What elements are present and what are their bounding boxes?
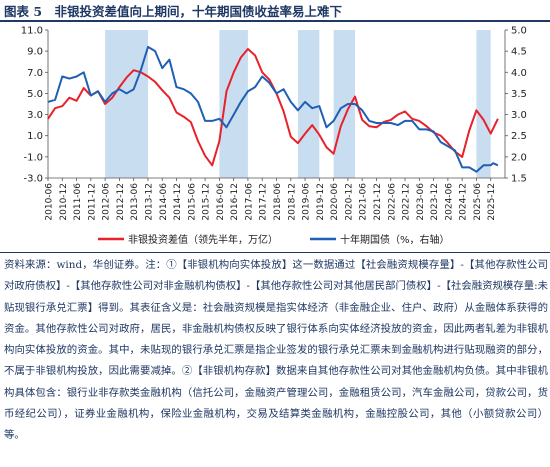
chart: 11.0 9.0 7.0 5.0 3.0 1.0 -1.0 -3.0 5.0 4.5 4.0 3.5 3…	[21, 26, 527, 247]
x-tick-label: 2018-06	[273, 183, 283, 221]
x-tick-label: 2021-06	[359, 183, 369, 221]
x-tick-label: 2018-12	[287, 183, 297, 221]
legend-label-1: 十年期国债（%，右轴）	[340, 233, 450, 246]
x-tick-label: 2013-06	[130, 183, 140, 221]
shaded-periods	[105, 30, 491, 178]
left-tick-label: 3.0	[27, 110, 43, 121]
title-bar: 图表 5 非银投资差值向上期间，十年期国债收益率易上难下	[0, 0, 550, 22]
right-tick-label: 5.0	[511, 26, 527, 37]
x-tick-label: 2020-06	[330, 183, 340, 221]
right-tick-label: 2.0	[511, 152, 527, 163]
series-lines	[47, 45, 499, 173]
x-tick-label: 2022-12	[402, 183, 412, 221]
shaded-period-3	[333, 30, 356, 178]
title-rule	[0, 20, 550, 22]
x-tick-label: 2022-06	[387, 183, 397, 221]
x-tick-label: 2016-06	[216, 183, 226, 221]
right-tick-label: 1.5	[511, 174, 527, 185]
legend-label-0: 非银投资差值（领先半年，万亿）	[128, 233, 278, 246]
x-tick-label: 2011-12	[87, 183, 97, 221]
left-tick-label: 1.0	[27, 131, 43, 142]
shaded-period-4	[476, 30, 491, 178]
x-tick-label: 2020-12	[344, 183, 354, 221]
left-tick-label: 9.0	[27, 47, 43, 58]
left-tick-label: 5.0	[27, 89, 43, 100]
shaded-period-1	[219, 30, 248, 178]
x-tick-label: 2010-12	[59, 183, 69, 221]
shaded-period-0	[105, 30, 148, 178]
x-tick-label: 2012-06	[102, 183, 112, 221]
right-tick-label: 3.0	[511, 110, 527, 121]
series-line-1	[47, 45, 499, 173]
x-tick-label: 2023-06	[416, 183, 426, 221]
right-tick-label: 4.5	[511, 47, 527, 58]
left-tick-label: 11.0	[21, 26, 43, 37]
x-tick-label: 2017-06	[244, 183, 254, 221]
x-tick-label: 2015-06	[187, 183, 197, 221]
x-tick-label: 2024-12	[459, 183, 469, 221]
x-tick-label: 2019-12	[316, 183, 326, 221]
x-tick-label: 2016-12	[230, 183, 240, 221]
x-tick-label: 2015-12	[202, 183, 212, 221]
x-tick-label: 2023-12	[430, 183, 440, 221]
x-tick-label: 2010-06	[45, 183, 55, 221]
x-tick-label: 2014-12	[173, 183, 183, 221]
source-rule	[0, 252, 550, 253]
axes: 11.0 9.0 7.0 5.0 3.0 1.0 -1.0 -3.0 5.0 4.5 4.0 3.5 3…	[21, 26, 527, 221]
left-tick-label: -1.0	[23, 152, 43, 163]
x-tick-label: 2025-12	[487, 183, 497, 221]
left-tick-label: 7.0	[27, 68, 43, 79]
x-tick-label: 2011-06	[73, 183, 83, 221]
x-tick-label: 2021-12	[373, 183, 383, 221]
left-tick-label: -3.0	[23, 174, 43, 185]
right-tick-label: 2.5	[511, 131, 527, 142]
figure-title: 图表 5 非银投资差值向上期间，十年期国债收益率易上难下	[4, 4, 343, 19]
x-tick-label: 2024-06	[444, 183, 454, 221]
right-tick-label: 4.0	[511, 68, 527, 79]
x-tick-label: 2012-12	[116, 183, 126, 221]
x-tick-label: 2013-12	[144, 183, 154, 221]
legend: 非银投资差值（领先半年，万亿） 十年期国债（%，右轴）	[98, 233, 450, 246]
right-tick-label: 3.5	[511, 89, 527, 100]
x-tick-label: 2017-12	[259, 183, 269, 221]
x-tick-label: 2019-06	[302, 183, 312, 221]
source-note: 资料来源：wind，华创证券。注：①【非银机构向实体投放】这一数据通过【社会融资…	[4, 259, 548, 442]
x-tick-label: 2025-06	[473, 183, 483, 221]
x-tick-label: 2014-06	[159, 183, 169, 221]
